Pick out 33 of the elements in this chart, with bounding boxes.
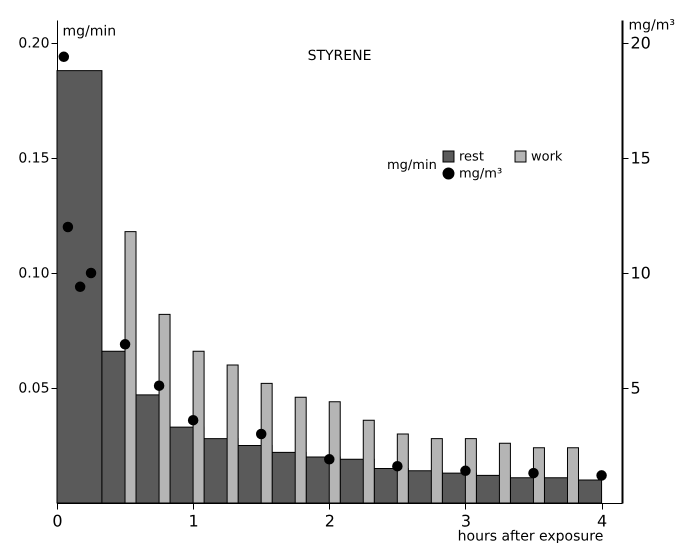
legend-label: rest [459,150,484,165]
legend-title: mg/min [387,158,437,173]
point [596,470,607,481]
point [256,428,266,440]
point [58,52,70,62]
point [154,380,164,391]
legend-label: mg/m³ [459,166,502,182]
y2-tick-label: 5 [630,378,641,398]
y2-tick-label: 10 [630,264,651,282]
x-tick-label: 4 [596,512,608,530]
text: STYRENE [308,48,372,64]
y-tick-label: 0.10 [18,266,50,282]
y-tick-label: 0.15 [18,150,50,166]
point [324,454,335,465]
y2-tick-label: 15 [630,148,651,168]
point [460,466,471,476]
point [62,222,74,232]
x-tick-label: 2 [324,512,335,530]
y-tick-label: 0.20 [18,36,50,52]
y2-axis-title: mg/m³ [628,18,675,34]
x-tick-label: 1 [188,512,199,530]
y-tick-label: 0.05 [18,380,50,396]
point [188,414,198,426]
x-tick-label: 0 [52,512,63,530]
point [392,460,403,472]
point [74,282,86,292]
point [86,268,96,278]
point [528,468,539,478]
x-tick-label: 3 [460,512,472,530]
y-axis-title: mg/min [62,24,116,40]
point [120,339,130,350]
y2-tick-label: 20 [630,34,651,52]
legend-label: work [531,150,563,165]
